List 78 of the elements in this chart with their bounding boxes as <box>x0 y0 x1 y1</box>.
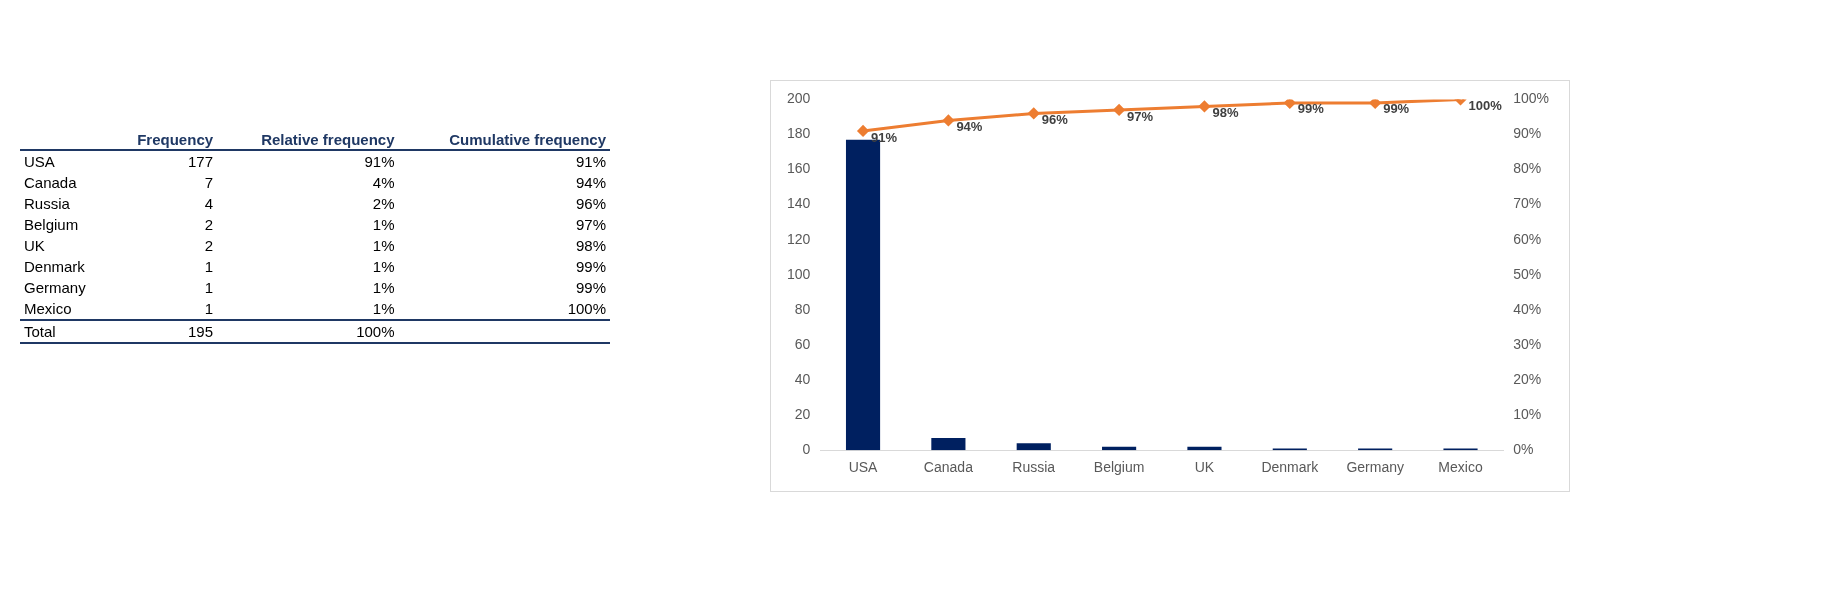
y2-tick-label: 60% <box>1513 230 1542 247</box>
data-label: 1% <box>371 278 396 298</box>
y2-tick-label: 70% <box>1513 195 1542 212</box>
data-label: 1 <box>203 257 215 277</box>
x-tick-label: Belgium <box>1093 459 1145 476</box>
x-tick-label: UK <box>1194 459 1215 476</box>
category-label: Denmark <box>23 257 86 277</box>
legend-label: Relative frequency <box>260 130 396 150</box>
data-label: 1 <box>203 299 215 319</box>
y-tick-label: 0 <box>802 441 811 458</box>
data-label: 94% <box>574 173 607 193</box>
x-tick-label: Denmark <box>1261 459 1320 476</box>
x-tick-label: Russia <box>1012 459 1056 476</box>
data-label: 99% <box>1297 101 1325 117</box>
data-label: 2 <box>203 215 215 235</box>
category-label: UK <box>23 236 46 256</box>
data-label: 94% <box>956 119 983 135</box>
y-tick-label: 160 <box>787 160 811 177</box>
y-tick-label: 140 <box>787 195 811 212</box>
category-label: USA <box>23 152 56 172</box>
category-label: Canada <box>23 173 78 193</box>
legend-label: Cumulative frequency <box>448 130 607 150</box>
data-label: 1% <box>371 236 396 256</box>
category-label: Germany <box>23 278 87 298</box>
data-label: 91% <box>871 129 898 145</box>
data-label: 98% <box>1212 104 1239 120</box>
y2-tick-label: 0% <box>1513 441 1534 458</box>
data-label: 96% <box>1041 112 1069 128</box>
legend-label: Frequency <box>136 130 215 150</box>
data-label: 177 <box>187 152 215 172</box>
y2-tick-label: 20% <box>1513 370 1542 387</box>
y-tick-label: 20 <box>794 405 811 422</box>
y2-tick-label: 10% <box>1513 405 1542 422</box>
data-label: 100% <box>566 299 607 319</box>
data-label: 97% <box>1127 108 1154 124</box>
x-tick-label: Mexico <box>1438 459 1483 476</box>
category-label: Mexico <box>23 299 73 319</box>
y2-tick-label: 90% <box>1513 125 1542 142</box>
y2-tick-label: 80% <box>1513 160 1542 177</box>
y-tick-label: 120 <box>787 230 811 247</box>
y2-tick-label: 30% <box>1513 335 1542 352</box>
y2-tick-label: 40% <box>1513 300 1542 317</box>
data-label: 4 <box>203 194 215 214</box>
data-label: 1 <box>203 278 215 298</box>
y-tick-label: 200 <box>787 90 811 107</box>
data-label: 195 <box>187 322 215 342</box>
bar <box>1016 443 1051 451</box>
data-label: 1% <box>371 257 396 277</box>
data-label: 99% <box>574 278 607 298</box>
data-label: 1% <box>371 215 396 235</box>
data-label: 99% <box>1383 101 1410 117</box>
data-label: 98% <box>574 236 607 256</box>
y-tick-label: 100 <box>787 265 811 282</box>
category-label: Belgium <box>23 215 80 235</box>
x-tick-label: USA <box>848 459 879 476</box>
data-label: 4% <box>371 173 396 193</box>
y2-tick-label: 50% <box>1513 265 1542 282</box>
data-label: 100% <box>355 322 396 342</box>
y-tick-label: 40 <box>794 370 811 387</box>
data-label: 91% <box>363 152 396 172</box>
category-label: Russia <box>23 194 71 214</box>
category-label: Total <box>23 322 57 342</box>
data-label: 1% <box>371 299 396 319</box>
data-label: 2% <box>371 194 396 214</box>
y2-tick-label: 100% <box>1513 90 1550 107</box>
data-label: 100% <box>1468 97 1503 113</box>
y-tick-label: 60 <box>794 335 811 352</box>
data-label: 97% <box>574 215 607 235</box>
data-label: 99% <box>574 257 607 277</box>
bar <box>931 437 966 451</box>
y-tick-label: 180 <box>787 125 811 142</box>
x-tick-label: Canada <box>923 459 974 476</box>
x-tick-label: Germany <box>1346 459 1404 476</box>
data-label: 96% <box>574 194 607 214</box>
data-label: 7 <box>203 173 215 193</box>
y-tick-label: 80 <box>794 300 811 317</box>
data-label: 91% <box>574 152 607 172</box>
data-label: 2 <box>203 236 215 256</box>
